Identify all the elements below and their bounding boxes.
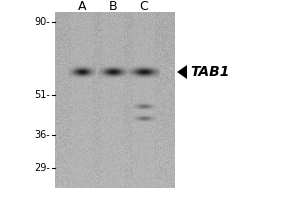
Polygon shape <box>177 65 187 79</box>
Text: 36-: 36- <box>34 130 50 140</box>
Text: A: A <box>78 0 86 14</box>
Text: TAB1: TAB1 <box>190 65 230 79</box>
Text: 90-: 90- <box>34 17 50 27</box>
Text: B: B <box>109 0 117 14</box>
Text: 51-: 51- <box>34 90 50 100</box>
Text: 29-: 29- <box>34 163 50 173</box>
Text: C: C <box>140 0 148 14</box>
